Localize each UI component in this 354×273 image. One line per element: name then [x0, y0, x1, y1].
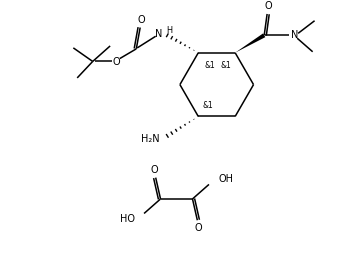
Text: HO: HO [120, 214, 135, 224]
Text: N: N [155, 29, 162, 39]
Polygon shape [235, 33, 266, 53]
Text: O: O [264, 1, 272, 11]
Text: O: O [151, 165, 159, 175]
Text: &1: &1 [221, 61, 231, 70]
Text: &1: &1 [202, 101, 213, 110]
Text: H₂N: H₂N [141, 134, 160, 144]
Text: O: O [112, 57, 120, 67]
Text: O: O [137, 15, 145, 25]
Text: &1: &1 [204, 61, 215, 70]
Text: OH: OH [219, 174, 234, 183]
Text: O: O [194, 223, 202, 233]
Text: H: H [166, 26, 172, 35]
Text: N: N [291, 30, 298, 40]
